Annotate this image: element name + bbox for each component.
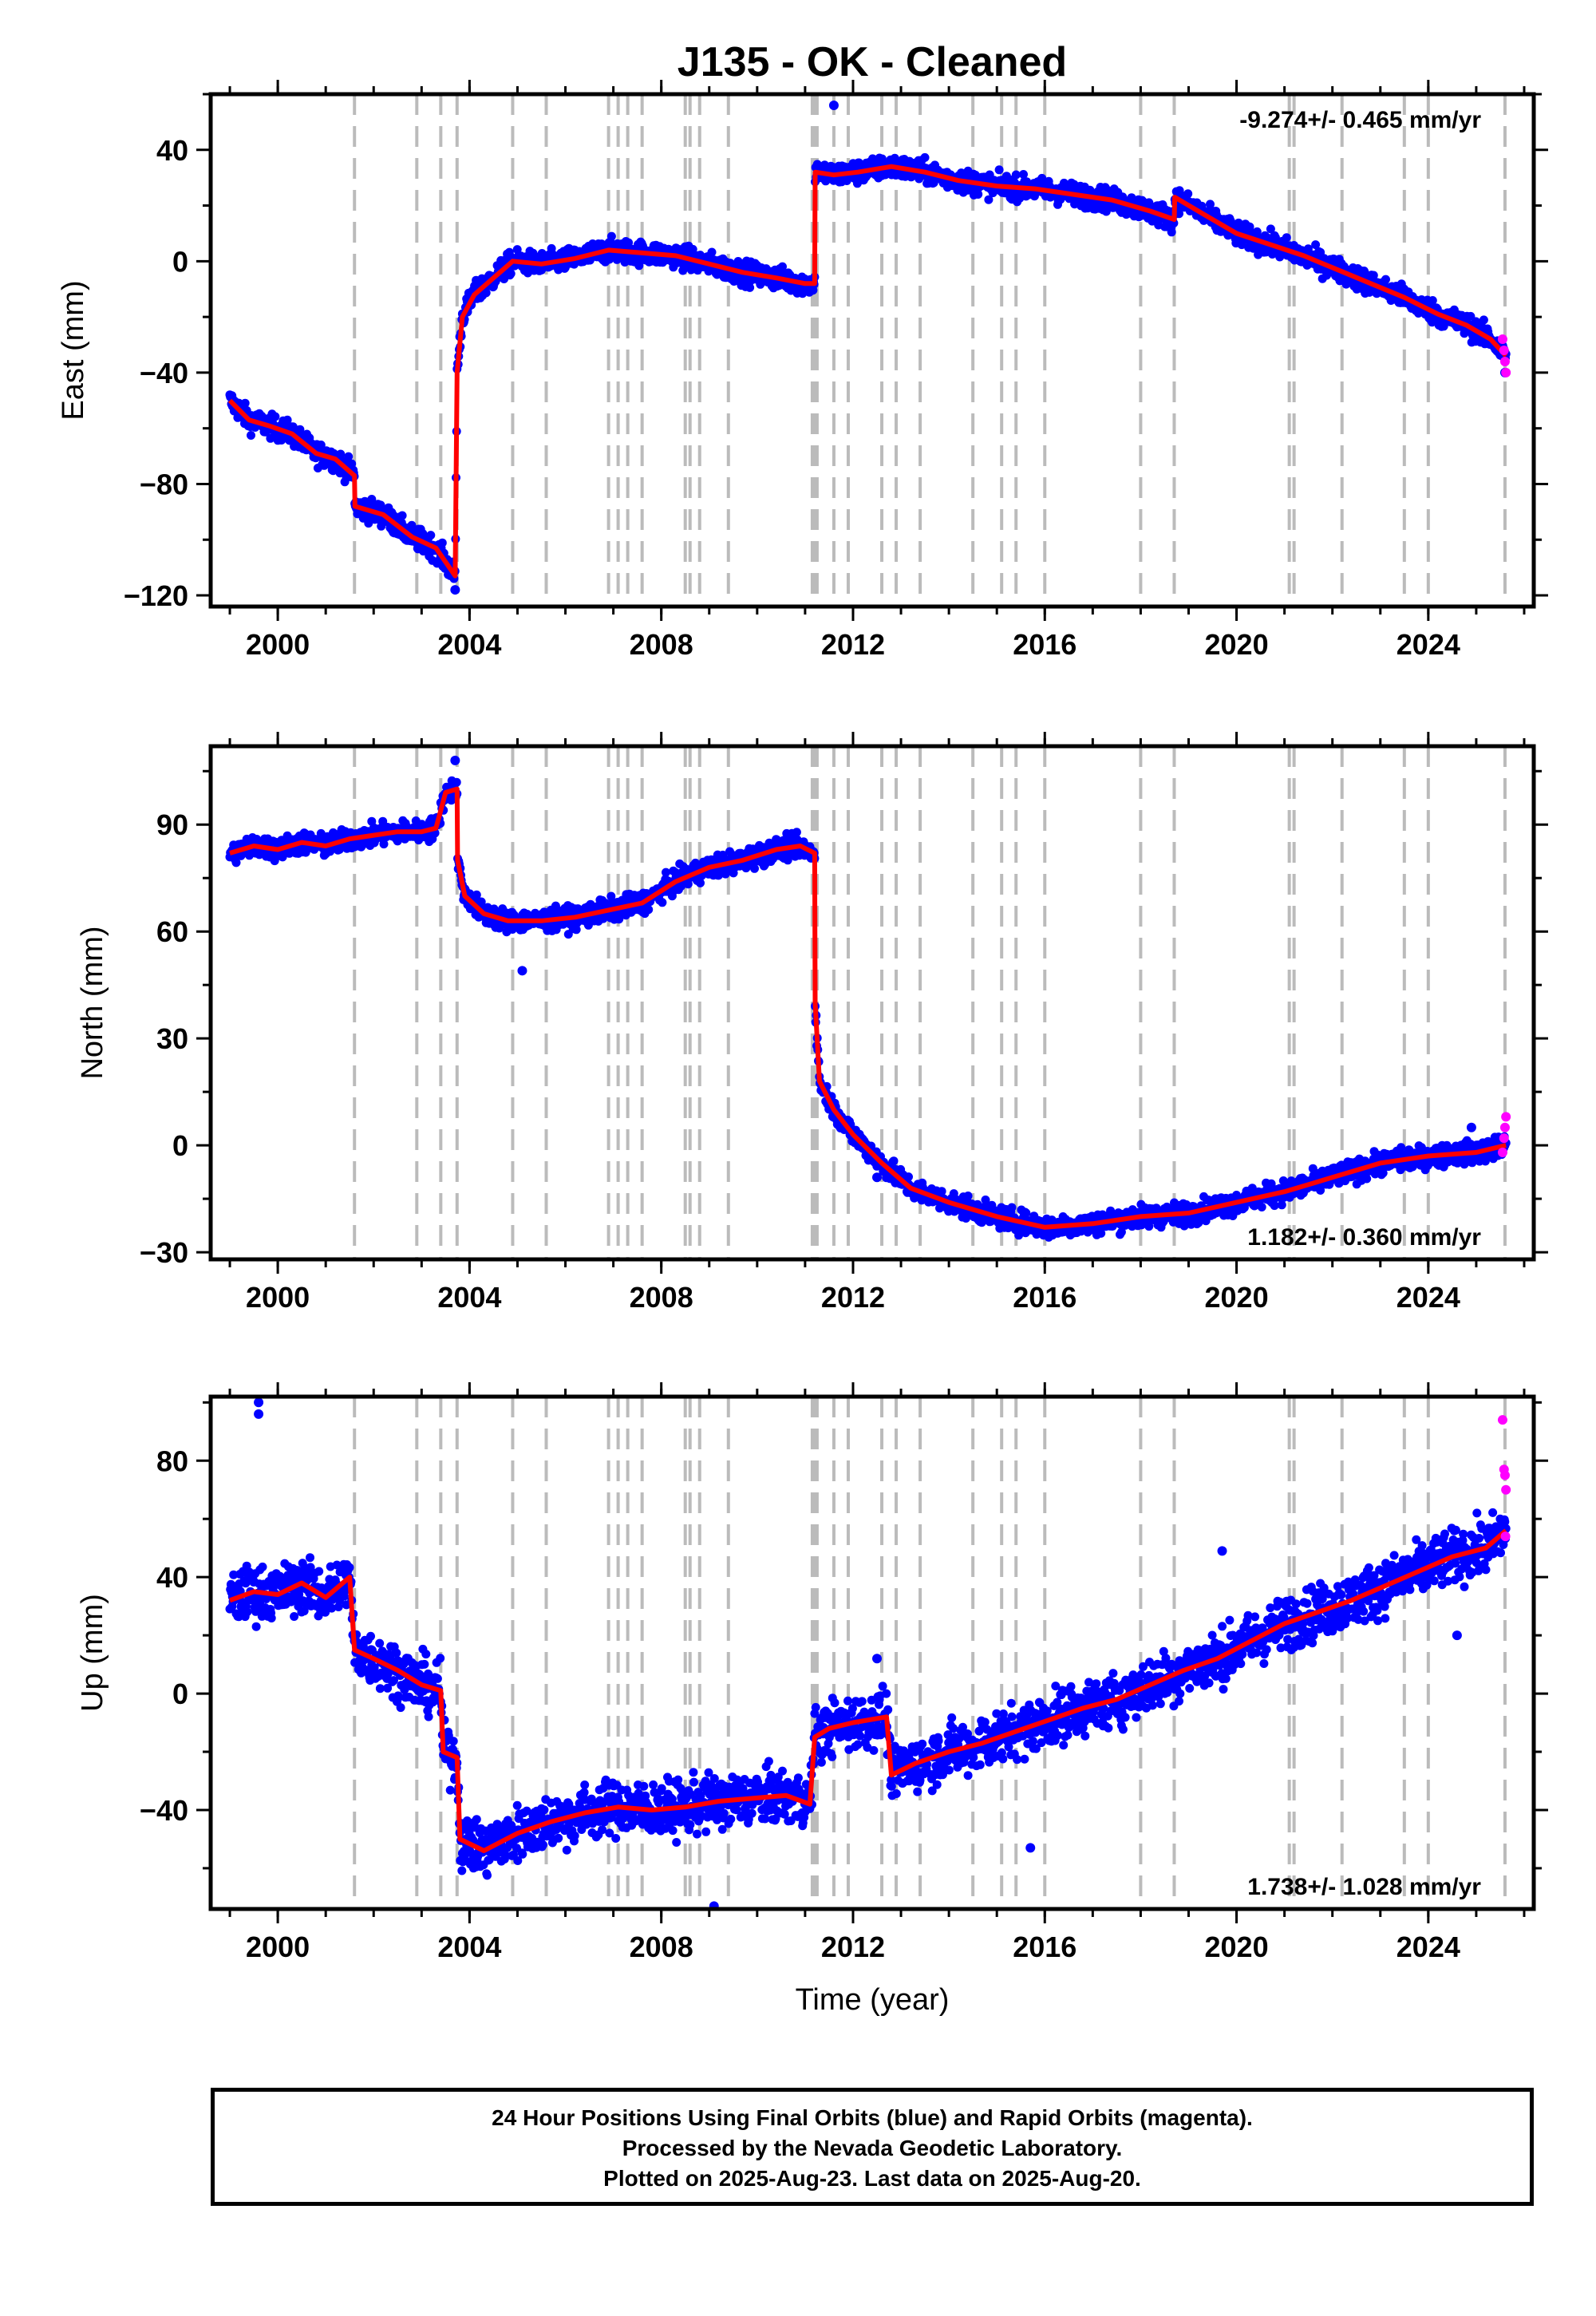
data-point: [271, 412, 280, 421]
data-point: [1362, 1174, 1372, 1184]
data-point: [1037, 173, 1047, 183]
data-point: [658, 898, 667, 907]
data-point: [1316, 1186, 1325, 1195]
data-point: [745, 283, 755, 292]
data-point: [1019, 170, 1028, 179]
data-point: [1011, 170, 1021, 180]
y-tick-label: −40: [140, 357, 188, 389]
data-point: [984, 195, 994, 204]
data-point: [920, 152, 930, 162]
data-point: [1396, 1143, 1406, 1152]
data-point: [1381, 275, 1390, 284]
data-point: [644, 905, 654, 915]
data-point: [917, 1196, 926, 1205]
data-point: [452, 777, 461, 787]
x-tick-label: 2008: [630, 628, 693, 661]
data-point: [1479, 315, 1488, 325]
data-point: [1277, 1200, 1286, 1210]
x-tick-label: 2004: [437, 628, 501, 661]
data-point: [1247, 1184, 1257, 1193]
data-point: [937, 1187, 946, 1196]
data-point: [750, 864, 759, 873]
data-point: [379, 840, 389, 849]
data-point: [662, 868, 670, 877]
data-point: [426, 531, 436, 540]
data-point: [606, 231, 616, 241]
data-point: [231, 858, 241, 868]
data-point: [512, 245, 522, 255]
data-point: [1266, 1179, 1276, 1188]
data-point: [1096, 1228, 1106, 1238]
data-point: [1270, 1201, 1279, 1211]
data-point: [1266, 224, 1275, 234]
data-point: [1183, 189, 1193, 199]
outlier-point: [828, 100, 839, 110]
plot-area: [225, 746, 1511, 1259]
data-point: [1116, 1227, 1126, 1237]
data-point: [792, 828, 801, 837]
x-tick-label: 2000: [246, 628, 310, 661]
model-curve: [227, 164, 1508, 579]
data-point: [1282, 233, 1291, 243]
data-point: [1369, 271, 1378, 280]
data-point: [1378, 1168, 1388, 1178]
data-point: [1428, 296, 1437, 305]
plot-frame: [208, 92, 1536, 609]
data-point: [1311, 240, 1321, 250]
data-point: [904, 1172, 913, 1182]
plot-area: [225, 94, 1511, 607]
rapid-orbit-point: [1499, 356, 1510, 366]
x-tick-label: 2024: [1396, 628, 1460, 661]
data-point: [316, 441, 326, 449]
data-point: [1257, 1203, 1266, 1211]
data-point: [495, 923, 504, 933]
y-tick-label: 40: [156, 134, 188, 167]
data-point: [974, 190, 983, 199]
data-point: [963, 1192, 973, 1200]
data-point: [397, 511, 407, 520]
data-point: [688, 244, 697, 254]
data-point: [1206, 200, 1215, 209]
data-point: [1167, 227, 1176, 237]
data-point: [437, 538, 447, 547]
data-point: [1303, 244, 1313, 254]
rapid-orbit-point: [1501, 367, 1511, 377]
data-point: [696, 878, 705, 887]
y-tick-label: −120: [124, 579, 188, 612]
outlier-point: [450, 585, 460, 595]
data-point: [1144, 1222, 1154, 1231]
data-point: [889, 1156, 899, 1166]
data-point: [1234, 218, 1243, 227]
data-point: [240, 398, 250, 408]
data-point: [778, 262, 787, 271]
rapid-orbit-point: [1497, 334, 1507, 345]
x-tick-label: 2012: [821, 628, 885, 661]
data-point: [282, 415, 292, 425]
data-point: [378, 816, 388, 826]
data-point: [344, 452, 354, 461]
data-point: [994, 165, 1004, 175]
north-panel: 2000 2004 2008 2012 2016 2020 2024−300306090No…: [76, 732, 1548, 1314]
rapid-orbit-point: [1499, 346, 1509, 355]
chart-title: J135 - OK - Cleaned: [678, 39, 1067, 85]
x-tick-label: 2020: [1205, 628, 1269, 661]
data-point: [707, 247, 717, 257]
data-point: [1007, 1203, 1017, 1212]
rate-label: -9.274+/- 0.465 mm/yr: [1239, 107, 1481, 133]
data-point: [336, 449, 346, 459]
east-panel: 2000 2004 2008 2012 2016 2020 2024 −120 −80 −40 0 4…: [57, 80, 1548, 661]
x-tick-label: 2016: [1013, 628, 1077, 661]
data-point: [247, 431, 255, 440]
data-point: [506, 269, 516, 279]
y-tick-label: 0: [172, 245, 188, 278]
data-point: [1021, 1208, 1031, 1218]
data-point: [472, 890, 481, 899]
y-tick-label: −80: [140, 468, 188, 500]
data-point: [1408, 1162, 1417, 1172]
y-axis-label: East (mm): [57, 280, 90, 420]
